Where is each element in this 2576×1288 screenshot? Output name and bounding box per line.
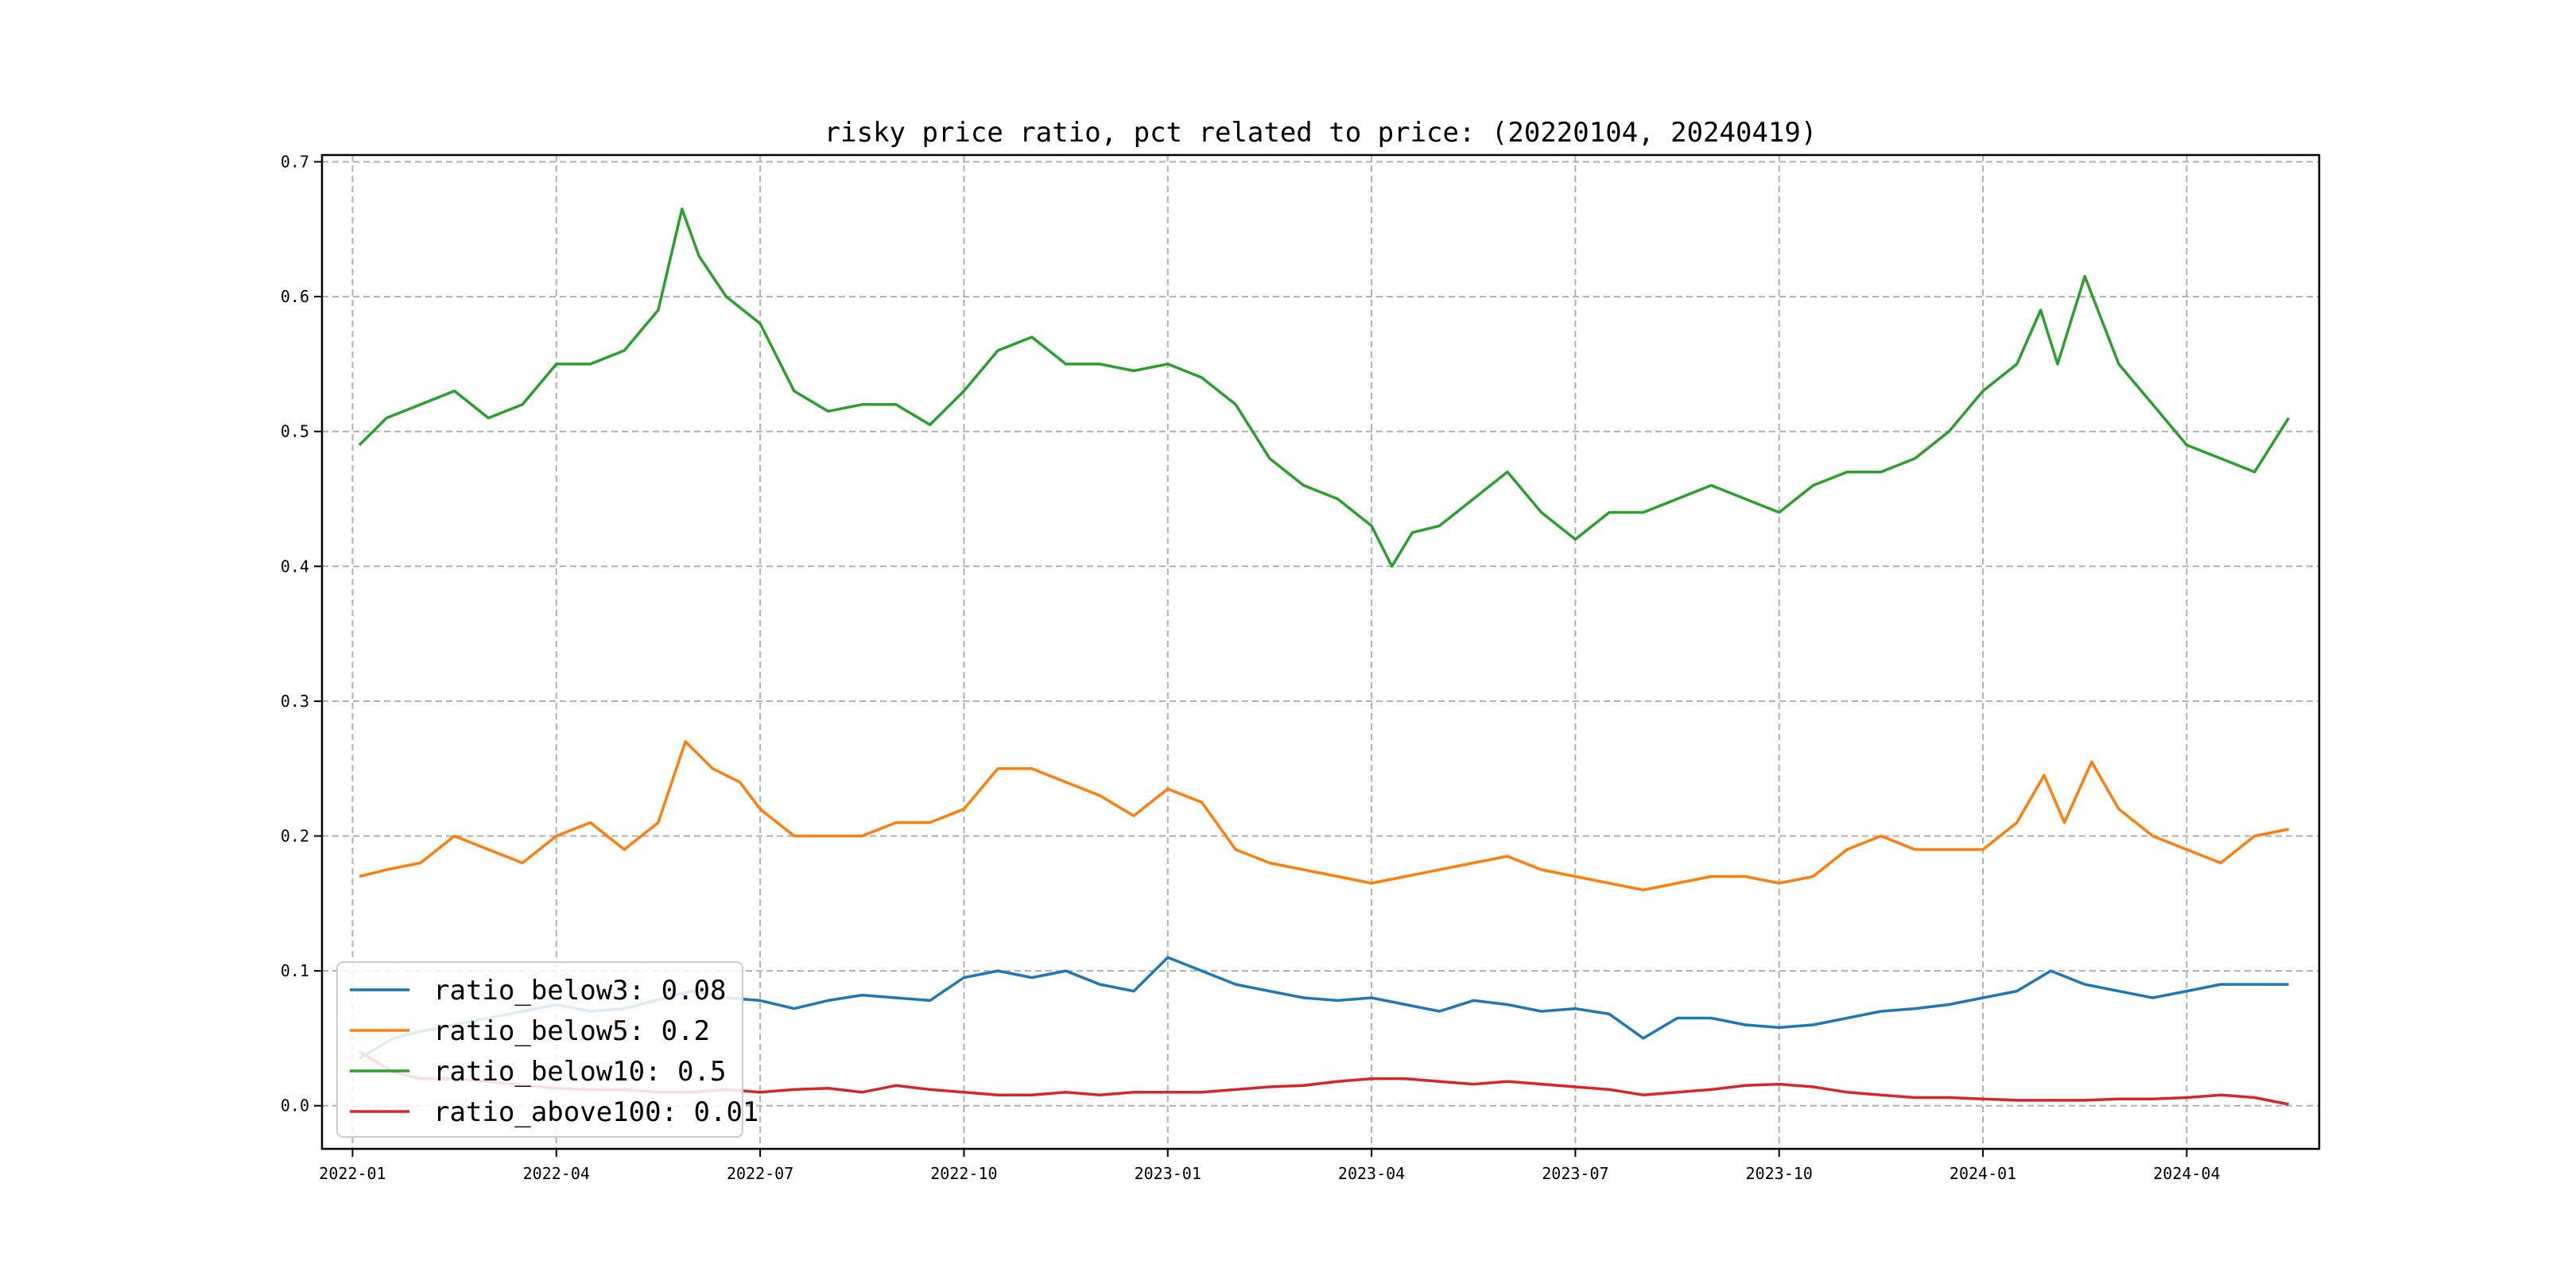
- y-tick-label: 0.2: [281, 827, 309, 846]
- legend-label-ratio_below3: ratio_below3: 0.08: [433, 975, 726, 1007]
- legend-label-ratio_below5: ratio_below5: 0.2: [433, 1015, 710, 1047]
- y-tick-label: 0.7: [281, 152, 309, 171]
- x-tick-label: 2022-07: [727, 1164, 793, 1183]
- y-tick-label: 0.6: [281, 287, 309, 306]
- x-axis: 2022-01 2022-04 2022-07 2022-10 2023-01 2023-…: [319, 1149, 2221, 1183]
- x-tick-label: 2023-01: [1135, 1164, 1201, 1183]
- plot-frame: [320, 153, 2321, 1150]
- legend-label-ratio_above100: ratio_above100: 0.01: [433, 1096, 758, 1128]
- x-tick-label: 2022-04: [523, 1164, 590, 1183]
- x-tick-label: 2024-04: [2153, 1164, 2220, 1183]
- legend-label-ratio_below10: ratio_below10: 0.5: [433, 1056, 726, 1088]
- legend: ratio_below3: 0.08 ratio_below5: 0.2 ratio…: [336, 961, 758, 1138]
- chart-title: risky price ratio, pct related to price:…: [824, 117, 1818, 149]
- y-tick-label: 0.5: [281, 422, 309, 441]
- y-tick-label: 0.0: [281, 1096, 309, 1115]
- x-tick-label: 2023-10: [1746, 1164, 1813, 1183]
- grid-lines: [322, 155, 2319, 1149]
- y-tick-label: 0.1: [281, 961, 309, 980]
- x-tick-label: 2022-01: [319, 1164, 386, 1183]
- y-tick-label: 0.4: [281, 557, 309, 576]
- x-tick-label: 2024-01: [1949, 1164, 2016, 1183]
- x-tick-label: 2023-07: [1542, 1164, 1608, 1183]
- x-tick-label: 2023-04: [1338, 1164, 1405, 1183]
- y-tick-label: 0.3: [281, 692, 309, 711]
- series-line-ratio_below5: [359, 740, 2289, 892]
- legend-box: [336, 961, 743, 1138]
- y-axis: 0.0 0.1 0.2 0.3 0.4 0.5 0.6 0.7: [281, 152, 322, 1115]
- series-line-ratio_below10: [358, 208, 2291, 568]
- x-tick-label: 2022-10: [930, 1164, 997, 1183]
